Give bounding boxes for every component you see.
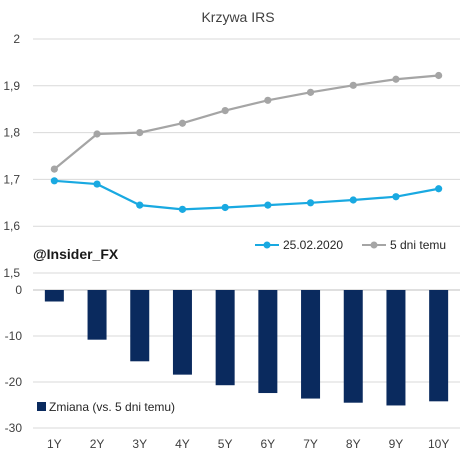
data-point-current (349, 196, 357, 204)
chart-title: Krzywa IRS (201, 9, 274, 25)
data-point-prev (392, 75, 400, 83)
x-tick-label: 8Y (346, 437, 361, 451)
change-bar (429, 290, 449, 402)
data-point-prev (93, 130, 101, 138)
data-point-prev (136, 129, 144, 137)
x-tick-label: 1Y (47, 437, 62, 451)
data-point-current (136, 201, 144, 209)
data-point-current (178, 205, 187, 213)
legend-dot-current (263, 241, 271, 249)
data-point-prev (221, 107, 229, 115)
data-point-current (264, 201, 272, 209)
legend-label-change: Zmiana (vs. 5 dni temu) (49, 400, 175, 414)
data-point-prev (178, 119, 187, 127)
top-y-tick-label: 1,9 (3, 79, 20, 93)
data-point-prev (264, 96, 272, 104)
change-bar (343, 290, 363, 403)
data-point-prev (435, 71, 443, 80)
legend-swatch-change (37, 402, 46, 411)
x-tick-label: 5Y (218, 437, 233, 451)
change-bar (172, 290, 192, 375)
change-bar (301, 290, 321, 399)
top-y-tick-label: 1,8 (3, 126, 20, 140)
watermark-text: @Insider_FX (33, 246, 119, 262)
top-y-tick-label: 1,6 (3, 219, 20, 233)
change-bar (386, 290, 406, 406)
legend-dot-prev (370, 241, 378, 249)
change-bar (215, 290, 235, 386)
change-bar (87, 290, 107, 340)
data-point-prev (50, 165, 58, 173)
bottom-y-tick-label: -30 (5, 421, 23, 435)
legend-label-current: 25.02.2020 (283, 238, 343, 252)
data-point-current (50, 177, 58, 185)
top-y-tick-label: 1,5 (3, 266, 20, 280)
x-tick-label: 7Y (303, 437, 318, 451)
data-point-prev (306, 88, 315, 96)
legend-label-prev: 5 dni temu (390, 238, 446, 252)
top-legend: 25.02.2020 5 dni temu (255, 238, 446, 252)
bottom-y-tick-label: 0 (15, 283, 22, 297)
data-point-current (392, 193, 400, 201)
x-tick-label: 2Y (90, 437, 105, 451)
data-point-current (435, 185, 443, 193)
bottom-y-tick-label: -10 (5, 329, 23, 343)
x-tick-label: 4Y (175, 437, 190, 451)
change-bar (130, 290, 150, 362)
series-line-prev (53, 74, 439, 170)
top-y-tick-label: 1,7 (3, 172, 20, 186)
data-point-current (306, 199, 315, 207)
change-bar (258, 290, 278, 394)
data-point-prev (349, 81, 357, 89)
x-tick-label: 10Y (428, 437, 449, 451)
top-y-tick-label: 2 (13, 32, 20, 46)
change-bar (44, 290, 64, 302)
x-tick-label: 9Y (389, 437, 404, 451)
data-point-current (221, 203, 229, 212)
series-line-current (54, 179, 439, 211)
bottom-legend: Zmiana (vs. 5 dni temu) (37, 400, 175, 414)
bottom-y-tick-label: -20 (5, 375, 23, 389)
x-tick-label: 3Y (132, 437, 147, 451)
data-point-current (93, 180, 101, 188)
x-tick-label: 6Y (261, 437, 276, 451)
